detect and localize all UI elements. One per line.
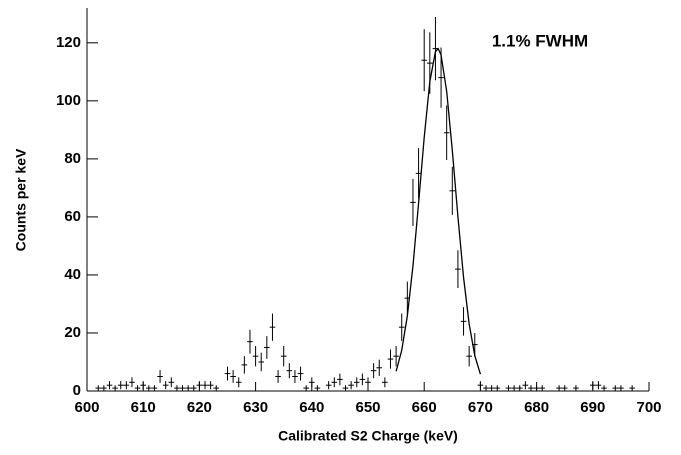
x-tick-label: 680 — [524, 399, 549, 416]
y-tick-label: 80 — [64, 150, 81, 167]
x-tick-label: 600 — [74, 399, 99, 416]
x-tick-label: 700 — [636, 399, 661, 416]
x-tick-label: 620 — [187, 399, 212, 416]
y-tick-label: 40 — [64, 266, 81, 283]
x-tick-label: 650 — [355, 399, 380, 416]
x-tick-label: 690 — [580, 399, 605, 416]
x-tick-label: 610 — [131, 399, 156, 416]
y-tick-label: 0 — [73, 382, 81, 399]
x-tick-label: 640 — [299, 399, 324, 416]
y-tick-label: 100 — [56, 92, 81, 109]
y-axis-label: Counts per keV — [13, 148, 29, 251]
x-tick-label: 670 — [468, 399, 493, 416]
fit-curve — [395, 47, 482, 375]
annotation: 1.1% FWHM — [492, 31, 588, 50]
x-tick-label: 630 — [243, 399, 268, 416]
y-tick-label: 120 — [56, 34, 81, 51]
x-tick-label: 660 — [412, 399, 437, 416]
y-tick-label: 20 — [64, 324, 81, 341]
y-tick-label: 60 — [64, 208, 81, 225]
x-axis-label: Calibrated S2 Charge (keV) — [278, 428, 458, 444]
